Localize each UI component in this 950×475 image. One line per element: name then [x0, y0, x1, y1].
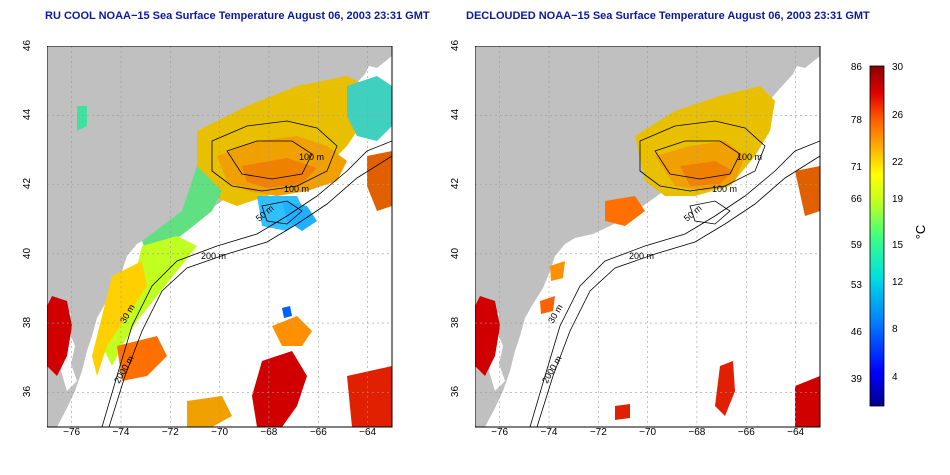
contour-label-100m-b: 100 m — [284, 184, 309, 194]
y-tick-label: 42 — [22, 177, 34, 190]
right-sst-map: 100 m 100 m 50 m 200 m 2000 m 30 m −76 −… — [475, 46, 821, 436]
celsius-label: 30 — [892, 62, 904, 73]
y-tick-label: 36 — [22, 385, 34, 398]
celsius-label: 19 — [892, 194, 904, 205]
sst-field — [47, 76, 392, 427]
contour-label-100m-b: 100 m — [712, 184, 737, 194]
contour-label-100m-a: 100 m — [737, 152, 762, 162]
x-tick-label: −70 — [211, 427, 228, 436]
fahrenheit-unit: °F — [840, 225, 843, 238]
x-tick-label: −76 — [63, 427, 80, 436]
x-tick-label: −66 — [310, 427, 327, 436]
celsius-label: 8 — [892, 324, 898, 335]
x-tick-label: −68 — [688, 427, 705, 436]
y-tick-label: 42 — [450, 177, 462, 190]
celsius-label: 22 — [892, 157, 904, 168]
contour-label-200m: 200 m — [629, 251, 654, 261]
x-tick-label: −64 — [359, 427, 376, 436]
gridlines — [47, 46, 392, 427]
y-tick-label: 46 — [450, 39, 462, 52]
x-tick-label: −66 — [738, 427, 755, 436]
right-y-axis-labels: 36 38 40 42 44 46 — [448, 40, 468, 427]
left-map-title: RU COOL NOAA−15 Sea Surface Temperature … — [45, 10, 430, 22]
celsius-label: 15 — [892, 240, 904, 251]
celsius-label: 12 — [892, 277, 904, 288]
y-tick-label: 44 — [450, 108, 462, 121]
x-tick-label: −72 — [590, 427, 607, 436]
y-tick-label: 40 — [22, 247, 34, 260]
y-tick-label: 36 — [450, 385, 462, 398]
x-tick-label: −74 — [541, 427, 558, 436]
x-tick-label: −70 — [639, 427, 656, 436]
x-tick-label: −68 — [260, 427, 277, 436]
x-tick-label: −76 — [491, 427, 508, 436]
y-tick-label: 38 — [450, 316, 462, 329]
fahrenheit-label: 46 — [851, 327, 863, 338]
temperature-colorbar: 86 78 71 66 59 53 46 39 30 26 22 19 15 1… — [840, 62, 928, 407]
y-tick-label: 46 — [22, 39, 34, 52]
land-mass — [475, 46, 820, 427]
y-tick-label: 44 — [22, 108, 34, 121]
celsius-unit: °C — [913, 225, 928, 240]
left-y-axis-labels: 36 38 40 42 44 46 — [20, 40, 40, 427]
celsius-label: 26 — [892, 110, 904, 121]
right-map-title: DECLOUDED NOAA−15 Sea Surface Temperatur… — [466, 10, 870, 22]
fahrenheit-label: 71 — [851, 162, 863, 173]
isobath-contours — [101, 120, 392, 427]
fahrenheit-label: 39 — [851, 374, 863, 385]
contour-label-200m: 200 m — [201, 251, 226, 261]
contour-label-100m-a: 100 m — [299, 152, 324, 162]
fahrenheit-label: 66 — [851, 194, 863, 205]
gridlines — [475, 46, 820, 427]
y-tick-label: 40 — [450, 247, 462, 260]
colorbar-gradient — [869, 65, 885, 407]
map-frame — [475, 46, 821, 428]
isobath-contours — [529, 120, 820, 427]
left-sst-map: 100 m 100 m 50 m 200 m 2000 m 30 m −76 −… — [47, 46, 393, 436]
fahrenheit-label: 53 — [851, 280, 863, 291]
fahrenheit-label: 78 — [851, 115, 863, 126]
map-frame — [47, 46, 393, 428]
x-tick-label: −64 — [787, 427, 804, 436]
y-tick-label: 38 — [22, 316, 34, 329]
celsius-label: 4 — [892, 372, 898, 383]
fahrenheit-label: 86 — [851, 62, 863, 73]
x-tick-label: −74 — [113, 427, 130, 436]
x-tick-label: −72 — [162, 427, 179, 436]
fahrenheit-label: 59 — [851, 240, 863, 251]
land-mass — [47, 46, 392, 427]
